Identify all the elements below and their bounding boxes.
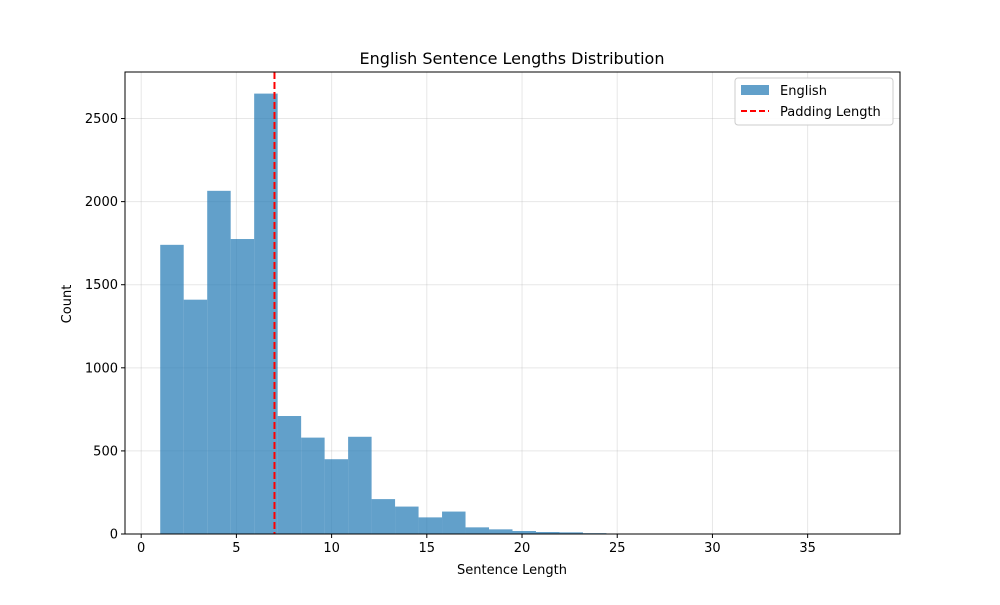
histogram-bar	[395, 507, 418, 534]
histogram-bar	[489, 529, 512, 534]
y-tick-label: 0	[110, 528, 118, 543]
x-tick-label: 20	[514, 541, 531, 556]
histogram-bar	[348, 437, 371, 534]
legend-swatch-english	[741, 85, 769, 95]
x-tick-label: 5	[232, 541, 240, 556]
x-axis-label: Sentence Length	[457, 563, 567, 578]
x-tick-label: 35	[799, 541, 816, 556]
histogram-bar	[160, 245, 183, 534]
legend: English Padding Length	[735, 78, 893, 125]
x-tick-label: 25	[609, 541, 626, 556]
y-tick-label: 2500	[85, 112, 118, 127]
x-tick-label: 15	[419, 541, 436, 556]
x-tick-label: 30	[704, 541, 721, 556]
histogram-bar	[184, 300, 207, 534]
x-tick-label: 0	[137, 541, 145, 556]
histogram-bar	[419, 517, 442, 534]
y-axis-label: Count	[60, 285, 75, 324]
histogram-bar	[372, 499, 395, 534]
histogram-bar	[466, 527, 489, 534]
y-tick-label: 2000	[85, 195, 118, 210]
chart-title: English Sentence Lengths Distribution	[360, 49, 665, 68]
histogram-bar	[442, 512, 465, 534]
legend-label-english: English	[780, 84, 827, 99]
histogram-bar	[325, 459, 348, 534]
y-tick-label: 500	[93, 444, 118, 459]
y-tick-label: 1500	[85, 278, 118, 293]
histogram-bar	[207, 191, 230, 534]
histogram-bar	[231, 239, 254, 534]
x-tick-label: 10	[323, 541, 340, 556]
legend-label-padding-length: Padding Length	[780, 105, 881, 120]
y-tick-label: 1000	[85, 361, 118, 376]
histogram-bar	[301, 438, 324, 534]
histogram-bar	[278, 416, 301, 534]
